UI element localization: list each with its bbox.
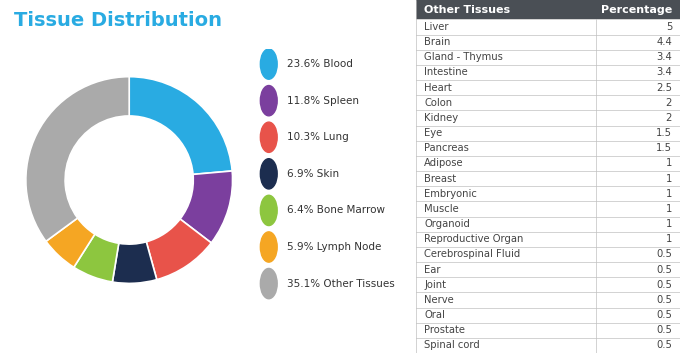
Bar bbox=[416, 156, 680, 171]
Text: 0.5: 0.5 bbox=[656, 310, 672, 320]
Text: 5.9% Lymph Node: 5.9% Lymph Node bbox=[287, 242, 381, 252]
Text: 2: 2 bbox=[666, 98, 672, 108]
Bar bbox=[416, 65, 680, 80]
Wedge shape bbox=[112, 242, 157, 283]
Bar bbox=[416, 19, 680, 35]
Text: 11.8% Spleen: 11.8% Spleen bbox=[287, 96, 359, 106]
Bar bbox=[416, 141, 680, 156]
Wedge shape bbox=[180, 171, 233, 243]
Text: Colon: Colon bbox=[424, 98, 452, 108]
Bar bbox=[416, 323, 680, 338]
Text: Percentage: Percentage bbox=[601, 5, 672, 15]
Wedge shape bbox=[74, 234, 119, 282]
Text: 0.5: 0.5 bbox=[656, 340, 672, 351]
Text: 0.5: 0.5 bbox=[656, 280, 672, 290]
Bar bbox=[416, 216, 680, 232]
Text: 2: 2 bbox=[666, 113, 672, 123]
Bar bbox=[416, 95, 680, 110]
Wedge shape bbox=[46, 218, 95, 267]
Text: Reproductive Organ: Reproductive Organ bbox=[424, 234, 524, 244]
Text: 3.4: 3.4 bbox=[656, 52, 672, 62]
Text: 3.4: 3.4 bbox=[656, 67, 672, 78]
Circle shape bbox=[260, 268, 277, 299]
Text: Cerebrospinal Fluid: Cerebrospinal Fluid bbox=[424, 250, 520, 259]
Circle shape bbox=[260, 159, 277, 189]
Text: Nerve: Nerve bbox=[424, 295, 454, 305]
Text: 0.5: 0.5 bbox=[656, 325, 672, 335]
Bar bbox=[416, 338, 680, 353]
Text: 1: 1 bbox=[666, 234, 672, 244]
Text: Ear: Ear bbox=[424, 265, 441, 275]
Bar bbox=[416, 35, 680, 50]
Bar bbox=[416, 201, 680, 216]
Text: Other Tissues: Other Tissues bbox=[424, 5, 510, 15]
Text: Gland - Thymus: Gland - Thymus bbox=[424, 52, 503, 62]
Text: Breast: Breast bbox=[424, 174, 456, 184]
Bar bbox=[416, 307, 680, 323]
Text: Eye: Eye bbox=[424, 128, 442, 138]
Text: Adipose: Adipose bbox=[424, 158, 464, 168]
Bar bbox=[416, 292, 680, 307]
Bar bbox=[416, 262, 680, 277]
Text: Pancreas: Pancreas bbox=[424, 143, 469, 153]
Circle shape bbox=[260, 122, 277, 152]
Bar bbox=[416, 50, 680, 65]
Text: 1: 1 bbox=[666, 158, 672, 168]
Text: Organoid: Organoid bbox=[424, 219, 470, 229]
Bar bbox=[416, 232, 680, 247]
Text: 1: 1 bbox=[666, 204, 672, 214]
Circle shape bbox=[260, 195, 277, 226]
Text: Kidney: Kidney bbox=[424, 113, 458, 123]
Bar bbox=[416, 186, 680, 201]
Text: Prostate: Prostate bbox=[424, 325, 465, 335]
Text: 10.3% Lung: 10.3% Lung bbox=[287, 132, 349, 142]
Text: 1.5: 1.5 bbox=[656, 143, 672, 153]
Text: 0.5: 0.5 bbox=[656, 250, 672, 259]
Circle shape bbox=[260, 85, 277, 116]
Text: 2.5: 2.5 bbox=[656, 83, 672, 92]
Text: 5: 5 bbox=[666, 22, 672, 32]
Circle shape bbox=[260, 232, 277, 262]
Text: 0.5: 0.5 bbox=[656, 265, 672, 275]
Text: 6.9% Skin: 6.9% Skin bbox=[287, 169, 339, 179]
Bar bbox=[416, 0, 680, 19]
Wedge shape bbox=[26, 77, 129, 241]
Text: 23.6% Blood: 23.6% Blood bbox=[287, 59, 353, 69]
Text: Spinal cord: Spinal cord bbox=[424, 340, 480, 351]
Text: Muscle: Muscle bbox=[424, 204, 459, 214]
Bar bbox=[416, 171, 680, 186]
Bar bbox=[416, 80, 680, 95]
Circle shape bbox=[260, 49, 277, 79]
Bar bbox=[416, 126, 680, 141]
Text: Embryonic: Embryonic bbox=[424, 189, 477, 199]
Bar bbox=[416, 277, 680, 292]
Text: 1: 1 bbox=[666, 219, 672, 229]
Text: Oral: Oral bbox=[424, 310, 445, 320]
Text: Intestine: Intestine bbox=[424, 67, 468, 78]
Text: 4.4: 4.4 bbox=[656, 37, 672, 47]
Text: Heart: Heart bbox=[424, 83, 452, 92]
Text: 1: 1 bbox=[666, 174, 672, 184]
Text: Liver: Liver bbox=[424, 22, 449, 32]
Text: 0.5: 0.5 bbox=[656, 295, 672, 305]
Text: 6.4% Bone Marrow: 6.4% Bone Marrow bbox=[287, 205, 385, 215]
Wedge shape bbox=[129, 77, 232, 174]
Text: 35.1% Other Tissues: 35.1% Other Tissues bbox=[287, 279, 395, 288]
Bar bbox=[416, 247, 680, 262]
Text: Tissue Distribution: Tissue Distribution bbox=[14, 11, 222, 30]
Text: 1.5: 1.5 bbox=[656, 128, 672, 138]
Wedge shape bbox=[146, 219, 211, 280]
Text: Joint: Joint bbox=[424, 280, 446, 290]
Text: Brain: Brain bbox=[424, 37, 450, 47]
Text: 1: 1 bbox=[666, 189, 672, 199]
Bar bbox=[416, 110, 680, 126]
